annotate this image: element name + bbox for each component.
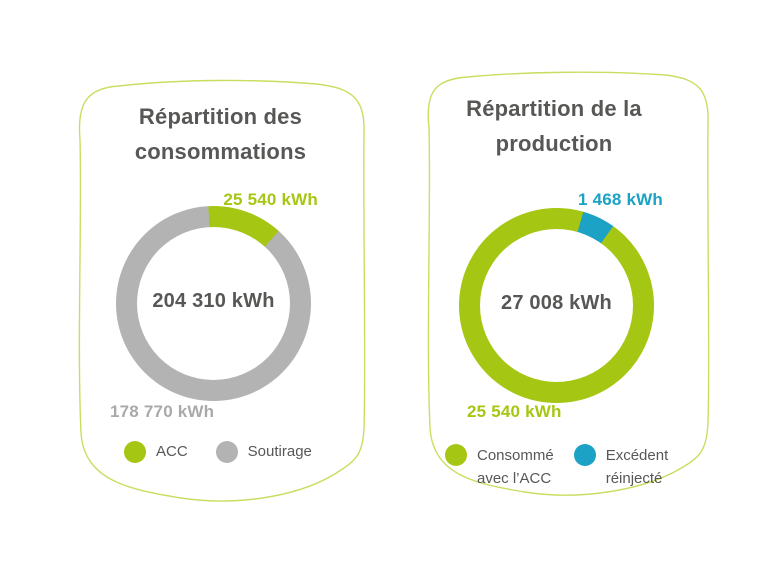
excedent-color-dot-icon	[573, 444, 596, 466]
card-title-line1: Répartition des	[138, 104, 303, 129]
legend-label-consomme: Consommé avec l’ACC	[477, 444, 554, 490]
production-legend: Consommé avec l’ACC Excédent réinjecté	[445, 444, 668, 490]
legend-label-excedent: Excédent réinjecté	[606, 444, 669, 490]
consomme-color-dot-icon	[445, 444, 467, 466]
card-title-line1: Répartition de	[466, 96, 617, 121]
acc-color-dot-icon	[124, 440, 146, 463]
legend-label-line2: réinjecté	[605, 470, 663, 487]
legend-label-acc: ACC	[156, 443, 188, 460]
excess-value-label: 1 468 kWh	[578, 190, 663, 209]
donut-center-value: 204 310 kWh	[152, 290, 275, 312]
soutirage-value-label: 178 770 kWh	[110, 402, 215, 421]
consumption-legend: ACC Soutirage	[124, 440, 312, 463]
donut-hole: 27 008 kWh	[480, 229, 633, 382]
legend-label-line2: avec l’ACC	[477, 470, 552, 487]
consumption-card: Répartition des consommations 25 540 kWh…	[73, 78, 368, 505]
legend-label-line1: Consommé	[477, 447, 554, 464]
donut-hole: 204 310 kWh	[137, 227, 290, 380]
legend-item-soutirage: Soutirage	[215, 440, 312, 463]
legend-item-acc: ACC	[124, 440, 188, 463]
card-title: Répartition de la production	[420, 91, 712, 161]
legend-item-consomme: Consommé avec l’ACC	[445, 444, 554, 490]
card-title-line2: la production	[495, 96, 642, 156]
production-donut-chart: 27 008 kWh	[459, 208, 654, 403]
card-title: Répartition des consommations	[73, 99, 368, 169]
legend-label-soutirage: Soutirage	[247, 443, 312, 460]
production-card: Répartition de la production 1 468 kWh 2…	[420, 70, 712, 505]
legend-label-line1: Excédent	[605, 447, 669, 464]
card-title-line2: consommations	[134, 139, 307, 164]
donut-center-value: 27 008 kWh	[501, 292, 612, 314]
soutirage-color-dot-icon	[215, 440, 238, 463]
acc-value-label: 25 540 kWh	[223, 190, 318, 209]
consumption-donut-chart: 204 310 kWh	[116, 206, 311, 401]
consumed-value-label: 25 540 kWh	[467, 402, 562, 421]
legend-item-excedent: Excédent réinjecté	[573, 444, 669, 490]
